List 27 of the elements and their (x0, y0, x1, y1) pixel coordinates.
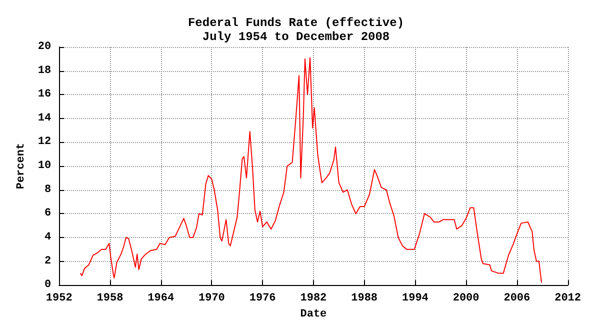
x-axis-title: Date (300, 308, 328, 320)
chart-title: Federal Funds Rate (effective) (188, 16, 404, 30)
y-tick-label: 10 (38, 160, 52, 172)
y-tick-label: 14 (38, 112, 52, 124)
x-tick-label: 1988 (351, 292, 378, 305)
y-axis-title: Percent (16, 142, 28, 190)
y-tick-label: 6 (44, 208, 52, 220)
line-series (80, 57, 542, 284)
x-tick-label: 1994 (402, 292, 429, 305)
y-tick-label: 16 (38, 88, 52, 101)
y-tick-label: 12 (38, 136, 52, 148)
x-tick-label: 2000 (452, 292, 480, 305)
x-tick-label: 1952 (46, 292, 72, 305)
y-tick-label: 18 (38, 64, 52, 77)
y-tick-label: 20 (38, 41, 52, 53)
x-tick-label: 1976 (249, 292, 276, 305)
chart-subtitle: July 1954 to December 2008 (202, 30, 390, 44)
y-tick-label: 0 (44, 279, 52, 292)
x-tick-label: 1982 (300, 292, 327, 305)
x-tick-label: 1964 (148, 292, 174, 305)
x-tick-label: 1958 (96, 292, 124, 305)
x-tick-label: 2012 (554, 292, 581, 305)
x-tick-label: 2006 (504, 292, 530, 305)
y-tick-label: 8 (44, 184, 52, 196)
x-tick-label: 1970 (198, 292, 225, 305)
y-tick-label: 2 (44, 255, 52, 268)
y-tick-label: 4 (44, 231, 52, 244)
